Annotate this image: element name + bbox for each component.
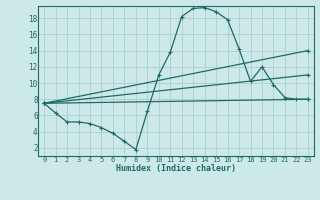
X-axis label: Humidex (Indice chaleur): Humidex (Indice chaleur): [116, 164, 236, 173]
